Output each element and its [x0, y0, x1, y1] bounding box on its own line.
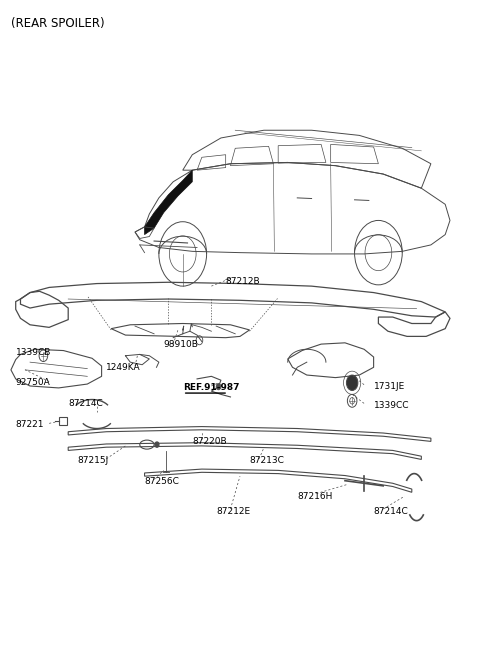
Text: 1731JE: 1731JE — [373, 382, 405, 391]
Text: (REAR SPOILER): (REAR SPOILER) — [11, 17, 105, 30]
Text: 1249KA: 1249KA — [107, 363, 141, 372]
Text: 98910B: 98910B — [164, 340, 199, 349]
Text: 87214C: 87214C — [373, 507, 408, 516]
Text: 87212E: 87212E — [216, 507, 250, 516]
Text: 92750A: 92750A — [16, 378, 50, 388]
Text: 1339CB: 1339CB — [16, 348, 51, 357]
Circle shape — [155, 442, 159, 447]
Text: REF.91-987: REF.91-987 — [183, 384, 239, 393]
Text: 87215J: 87215J — [78, 455, 109, 465]
Circle shape — [347, 375, 358, 391]
Circle shape — [216, 384, 221, 390]
Text: 1339CC: 1339CC — [373, 400, 409, 410]
Text: 87216H: 87216H — [297, 492, 333, 501]
Text: 87220B: 87220B — [192, 437, 227, 446]
Text: 87256C: 87256C — [144, 477, 180, 487]
Polygon shape — [144, 170, 192, 235]
Text: 87221: 87221 — [16, 420, 44, 429]
Text: 87213C: 87213C — [250, 455, 285, 465]
Text: 87212B: 87212B — [226, 277, 260, 286]
Text: 87214C: 87214C — [68, 399, 103, 408]
